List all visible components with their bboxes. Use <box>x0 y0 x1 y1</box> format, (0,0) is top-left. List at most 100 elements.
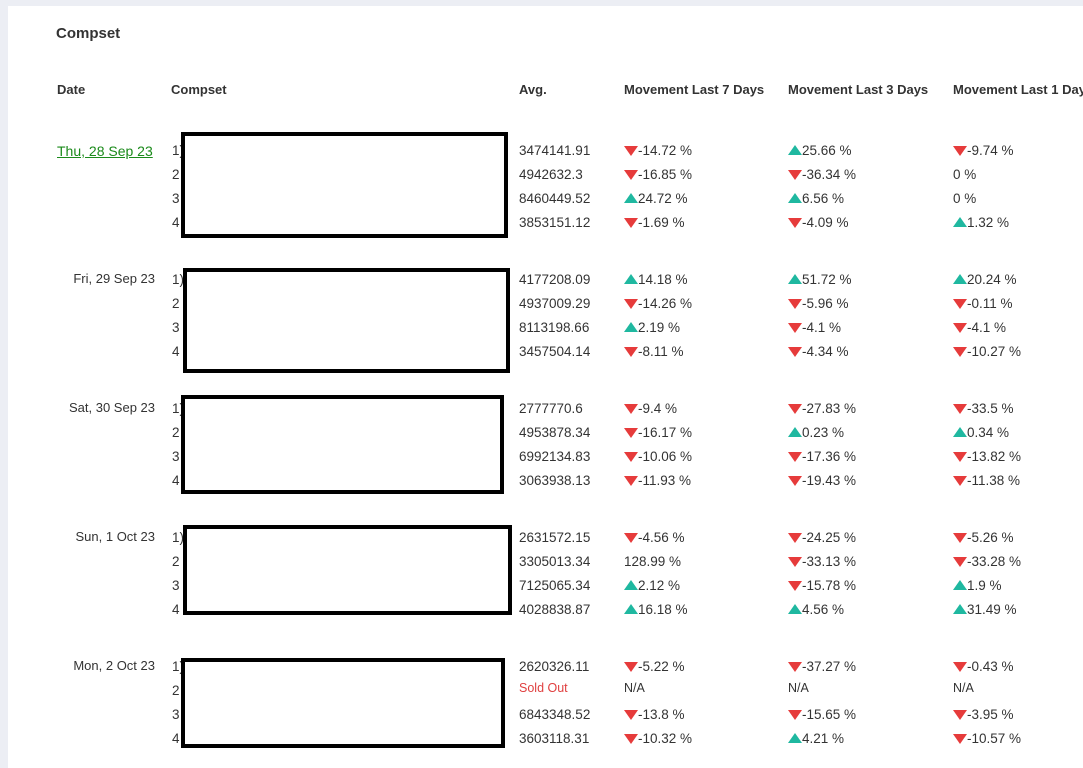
movement-value: -0.43 % <box>967 659 1014 674</box>
movement-value: 2.12 % <box>638 578 681 593</box>
movement-value: -8.11 % <box>638 344 684 359</box>
movement-value: -11.38 % <box>967 473 1021 488</box>
column-header: Date <box>57 82 86 97</box>
movement-value: 0 % <box>953 191 977 206</box>
trend-down-icon <box>953 662 967 672</box>
trend-down-icon <box>953 557 967 567</box>
avg-value: 6992134.83 <box>519 449 591 464</box>
compset-card: Compset Date Compset Avg. Movement Last 7 D… <box>8 6 1083 768</box>
avg-value: 4177208.09 <box>519 272 591 287</box>
trend-down-icon <box>788 581 802 591</box>
movement-value: -14.72 % <box>638 143 693 158</box>
date-link[interactable]: Thu, 28 Sep 23 <box>57 143 153 159</box>
movement-value: -17.36 % <box>802 449 857 464</box>
trend-up-icon <box>788 427 802 437</box>
movement-value: N/A <box>953 681 974 695</box>
movement-value: -0.11 % <box>967 296 1013 311</box>
movement-value: -33.5 % <box>967 401 1014 416</box>
movement-value: -10.32 % <box>638 731 693 746</box>
movement-value: 16.18 % <box>638 602 688 617</box>
redaction-box <box>181 132 508 238</box>
movement-value: -24.25 % <box>802 530 857 545</box>
trend-up-icon <box>953 580 967 590</box>
redaction-box <box>181 658 505 748</box>
row-index: 4 <box>172 473 180 488</box>
avg-value: 7125065.34 <box>519 578 591 593</box>
movement-value: 31.49 % <box>967 602 1017 617</box>
avg-value: 2777770.6 <box>519 401 583 416</box>
row-index: 1) <box>172 530 185 545</box>
trend-down-icon <box>624 347 638 357</box>
trend-down-icon <box>624 662 638 672</box>
trend-down-icon <box>788 404 802 414</box>
movement-value: 0.34 % <box>967 425 1010 440</box>
movement-value: -13.82 % <box>967 449 1022 464</box>
row-index: 2 <box>172 425 180 440</box>
trend-down-icon <box>788 323 802 333</box>
trend-down-icon <box>953 734 967 744</box>
trend-down-icon <box>953 710 967 720</box>
movement-value: -5.26 % <box>967 530 1014 545</box>
trend-down-icon <box>624 476 638 486</box>
movement-value: -15.65 % <box>802 707 857 722</box>
trend-down-icon <box>788 452 802 462</box>
trend-down-icon <box>953 404 967 414</box>
movement-value: -3.95 % <box>967 707 1014 722</box>
movement-value: -33.13 % <box>802 554 857 569</box>
movement-value: 6.56 % <box>802 191 845 206</box>
trend-down-icon <box>624 218 638 228</box>
sold-out-label: Sold Out <box>519 681 568 695</box>
trend-down-icon <box>624 404 638 414</box>
movement-value: -10.27 % <box>967 344 1022 359</box>
trend-down-icon <box>953 347 967 357</box>
trend-up-icon <box>624 580 638 590</box>
trend-up-icon <box>953 274 967 284</box>
movement-value: 24.72 % <box>638 191 688 206</box>
trend-down-icon <box>624 428 638 438</box>
trend-up-icon <box>624 604 638 614</box>
movement-value: -9.74 % <box>967 143 1014 158</box>
row-index: 3 <box>172 191 180 206</box>
row-index: 3 <box>172 449 180 464</box>
trend-up-icon <box>788 145 802 155</box>
trend-down-icon <box>788 347 802 357</box>
avg-value: 8113198.66 <box>519 320 590 335</box>
movement-value: 0 % <box>953 167 977 182</box>
row-index: 2 <box>172 683 180 698</box>
column-header: Avg. <box>519 82 547 97</box>
trend-down-icon <box>788 710 802 720</box>
movement-value: 20.24 % <box>967 272 1017 287</box>
movement-value: -19.43 % <box>802 473 857 488</box>
movement-value: -5.22 % <box>638 659 685 674</box>
date-label: Sat, 30 Sep 23 <box>68 400 155 415</box>
movement-value: 25.66 % <box>802 143 852 158</box>
trend-down-icon <box>953 299 967 309</box>
column-header: Movement Last 1 Day <box>953 82 1083 97</box>
trend-down-icon <box>788 662 802 672</box>
row-index: 4 <box>172 344 180 359</box>
avg-value: 4942632.3 <box>519 167 583 182</box>
movement-value: -4.56 % <box>638 530 685 545</box>
row-index: 3 <box>172 578 180 593</box>
avg-value: 3063938.13 <box>519 473 591 488</box>
trend-up-icon <box>624 274 638 284</box>
movement-value: 4.21 % <box>802 731 845 746</box>
trend-up-icon <box>953 217 967 227</box>
movement-value: -4.1 % <box>967 320 1007 335</box>
avg-value: 4953878.34 <box>519 425 591 440</box>
avg-value: 3853151.12 <box>519 215 591 230</box>
row-index: 2 <box>172 554 180 569</box>
trend-down-icon <box>788 476 802 486</box>
trend-down-icon <box>953 452 967 462</box>
row-index: 3 <box>172 320 180 335</box>
movement-value: -14.26 % <box>638 296 693 311</box>
movement-value: 0.23 % <box>802 425 845 440</box>
avg-value: 3603118.31 <box>519 731 590 746</box>
movement-value: -11.93 % <box>638 473 692 488</box>
trend-down-icon <box>788 170 802 180</box>
trend-down-icon <box>953 476 967 486</box>
movement-value: -27.83 % <box>802 401 857 416</box>
redaction-box <box>183 525 512 615</box>
row-index: 3 <box>172 707 180 722</box>
